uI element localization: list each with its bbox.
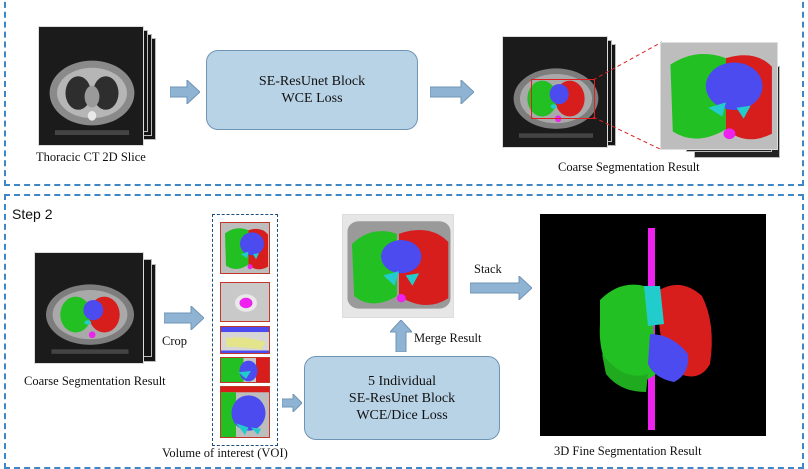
zoomed-segmentation-image	[660, 42, 778, 150]
arrow-right-icon	[470, 276, 532, 300]
thoracic-ct-slice-image	[38, 26, 144, 146]
stack-label: Stack	[474, 262, 502, 276]
crop-label: Crop	[162, 334, 187, 348]
merged-result-image	[342, 214, 454, 318]
voi-panel	[212, 214, 278, 446]
voi-tile	[220, 222, 270, 274]
merge-result-label: Merge Result	[414, 331, 482, 345]
block-line: SE-ResUnet Block	[258, 74, 366, 89]
step2-label: Step 2	[12, 206, 53, 222]
block-line: SE-ResUnet Block	[348, 390, 456, 406]
voi-tile	[220, 326, 270, 354]
coarse-segmentation-image	[502, 36, 608, 148]
crop-box	[531, 79, 595, 119]
block-line: WCE/Dice Loss	[356, 407, 448, 423]
voi-caption: Volume of interest (VOI)	[162, 446, 288, 460]
arrow-right-icon	[170, 80, 200, 104]
block-line: WCE Loss	[281, 91, 343, 106]
coarse-segmentation-input-image	[34, 252, 144, 364]
coarse-segmentation-caption: Coarse Segmentation Result	[558, 160, 700, 174]
voi-tile	[220, 282, 270, 322]
voi-tile	[220, 386, 270, 438]
voi-tile	[220, 357, 270, 383]
3d-fine-segmentation-caption: 3D Fine Segmentation Result	[554, 444, 702, 458]
arrow-right-icon	[282, 394, 302, 412]
thoracic-ct-caption: Thoracic CT 2D Slice	[36, 150, 146, 164]
arrow-right-icon	[164, 306, 204, 330]
3d-fine-segmentation-image	[540, 214, 766, 436]
coarse-segmentation-input-caption: Coarse Segmentation Result	[24, 374, 166, 388]
se-resunet-block: SE-ResUnet Block WCE Loss	[206, 50, 418, 130]
step1-panel	[4, 0, 804, 186]
zoom-projection-lines	[592, 41, 663, 151]
arrow-up-icon	[390, 320, 412, 352]
block-line: 5 Individual	[367, 373, 437, 389]
individual-se-resunet-block: 5 Individual SE-ResUnet Block WCE/Dice L…	[304, 356, 500, 440]
arrow-right-icon	[430, 80, 474, 104]
